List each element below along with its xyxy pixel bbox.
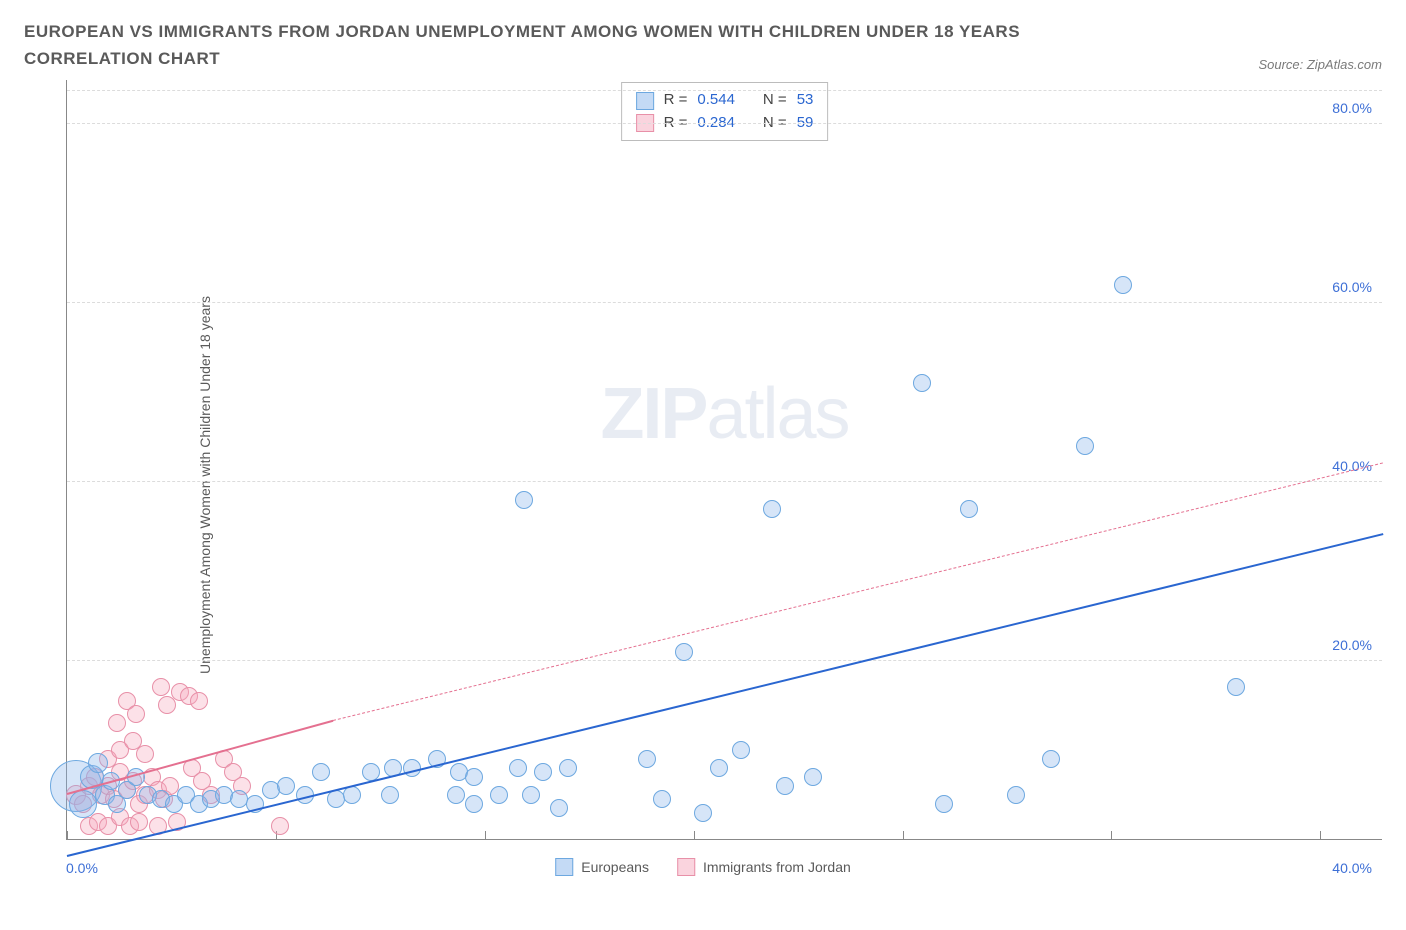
gridline — [67, 90, 1382, 91]
y-tick-label: 20.0% — [1332, 637, 1372, 653]
x-tick-label-first: 0.0% — [66, 860, 98, 876]
x-tick — [903, 831, 904, 839]
data-point — [515, 491, 533, 509]
data-point — [559, 759, 577, 777]
data-point — [1076, 437, 1094, 455]
y-tick-label: 60.0% — [1332, 279, 1372, 295]
data-point — [804, 768, 822, 786]
gridline — [67, 660, 1382, 661]
data-point — [136, 745, 154, 763]
gridline — [67, 481, 1382, 482]
legend-item: Immigrants from Jordan — [677, 858, 851, 876]
stat-r-value: 0.544 — [697, 89, 735, 112]
x-tick — [694, 831, 695, 839]
watermark: ZIPatlas — [600, 373, 848, 455]
data-point — [935, 795, 953, 813]
data-point — [694, 804, 712, 822]
data-point — [550, 799, 568, 817]
data-point — [509, 759, 527, 777]
data-point — [88, 753, 108, 773]
data-point — [653, 790, 671, 808]
legend-label: Immigrants from Jordan — [703, 859, 851, 875]
trend-line — [333, 463, 1383, 721]
data-point — [381, 786, 399, 804]
data-point — [130, 813, 148, 831]
data-point — [69, 790, 97, 818]
data-point — [522, 786, 540, 804]
source-attribution: Source: ZipAtlas.com — [1258, 57, 1382, 72]
legend-item: Europeans — [555, 858, 649, 876]
stat-r-label: R = — [664, 89, 688, 112]
data-point — [277, 777, 295, 795]
data-point — [152, 678, 170, 696]
legend-swatch — [555, 858, 573, 876]
legend-label: Europeans — [581, 859, 649, 875]
data-point — [675, 643, 693, 661]
stats-row: R = 0.544 N = 53 — [636, 89, 814, 112]
data-point — [1227, 678, 1245, 696]
x-tick — [1111, 831, 1112, 839]
data-point — [312, 763, 330, 781]
gridline — [67, 123, 1382, 124]
legend-swatch — [636, 92, 654, 110]
data-point — [108, 714, 126, 732]
scatter-chart: Unemployment Among Women with Children U… — [24, 80, 1382, 890]
stat-n-value: 53 — [797, 89, 814, 112]
data-point — [271, 817, 289, 835]
data-point — [1042, 750, 1060, 768]
legend-swatch — [677, 858, 695, 876]
gridline — [67, 302, 1382, 303]
x-tick — [1320, 831, 1321, 839]
x-tick — [485, 831, 486, 839]
data-point — [465, 768, 483, 786]
data-point — [732, 741, 750, 759]
data-point — [490, 786, 508, 804]
data-point — [447, 786, 465, 804]
data-point — [638, 750, 656, 768]
data-point — [1114, 276, 1132, 294]
x-tick-label-last: 40.0% — [1332, 860, 1372, 876]
x-tick — [67, 831, 68, 839]
chart-title: EUROPEAN VS IMMIGRANTS FROM JORDAN UNEMP… — [24, 18, 1124, 72]
data-point — [763, 500, 781, 518]
y-tick-label: 80.0% — [1332, 100, 1372, 116]
data-point — [960, 500, 978, 518]
data-point — [913, 374, 931, 392]
data-point — [534, 763, 552, 781]
data-point — [465, 795, 483, 813]
stat-n-label: N = — [763, 89, 787, 112]
trend-line — [67, 533, 1383, 857]
data-point — [127, 705, 145, 723]
bottom-legend: Europeans Immigrants from Jordan — [555, 858, 851, 876]
data-point — [710, 759, 728, 777]
data-point — [1007, 786, 1025, 804]
data-point — [776, 777, 794, 795]
data-point — [190, 692, 208, 710]
plot-area: ZIPatlas R =0.544N =53R =0.284N =59 20.0… — [66, 80, 1382, 840]
